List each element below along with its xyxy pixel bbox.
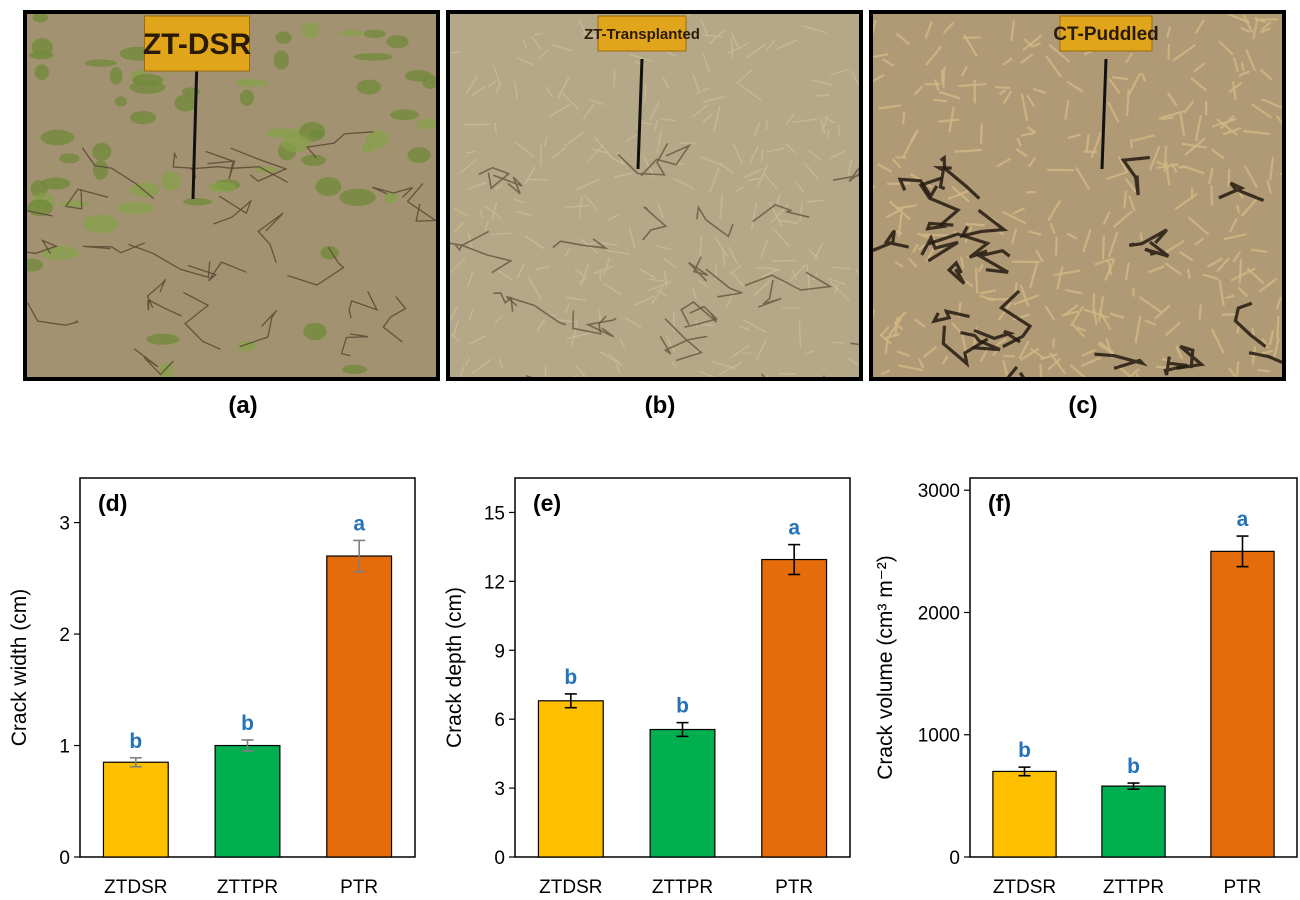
bar <box>326 555 393 858</box>
x-category-label: PTR <box>775 877 813 898</box>
x-category-label: ZTTPR <box>652 877 713 898</box>
error-bar <box>1236 535 1249 568</box>
plot-sign-text: ZT-DSR <box>143 28 252 61</box>
bar <box>214 744 281 858</box>
chart-crack-depth-svg: 0 3 6 9 12 15 Crack depth (cm) (e) b ZTDSR b ZTTPR a… <box>443 477 851 898</box>
significance-letter: a <box>788 517 800 540</box>
panel-tag: (f) <box>988 490 1011 516</box>
y-tick-label: 2 <box>59 625 70 646</box>
y-tick-label: 0 <box>59 848 70 869</box>
y-tick-label: 1000 <box>918 726 960 747</box>
x-category-label: ZTTPR <box>217 877 278 898</box>
y-tick-label: 9 <box>494 641 505 662</box>
significance-letter: b <box>676 695 689 718</box>
photo-zt-dsr: ZT-DSR <box>23 10 440 381</box>
panel-tag: (e) <box>533 490 561 516</box>
x-category-label: PTR <box>1224 877 1262 898</box>
panel-label-b: (b) <box>644 392 676 419</box>
significance-letter: a <box>1237 508 1249 531</box>
error-bar <box>353 539 366 573</box>
panel-label-a: (a) <box>228 392 258 419</box>
significance-letter: a <box>353 512 365 535</box>
surface-cover <box>450 14 859 377</box>
y-tick-label: 2000 <box>918 603 960 624</box>
y-tick-label: 3000 <box>918 481 960 502</box>
significance-letter: b <box>241 712 254 735</box>
photo-ct-puddled: CT-Puddled <box>869 10 1286 381</box>
x-category-label: PTR <box>340 877 378 898</box>
chart-crack-volume: 0 1000 2000 3000 Crack volume (cm³ m⁻²) (f) b Z… <box>858 450 1298 900</box>
panel-label-c: (c) <box>1068 392 1098 419</box>
y-axis-title: Crack depth (cm) <box>443 587 466 748</box>
chart-crack-width-svg: 0 1 2 3 Crack width (cm) (d) b ZTDSR b ZTTPR a PTR <box>8 477 416 898</box>
y-axis-title: Crack volume (cm³ m⁻²) <box>874 555 897 780</box>
error-bar <box>1018 766 1031 777</box>
x-category-label: ZTDSR <box>104 877 167 898</box>
y-tick-label: 0 <box>494 848 505 869</box>
soil-cracks <box>27 131 436 376</box>
y-tick-label: 3 <box>494 779 505 800</box>
plot-sign-text: CT-Puddled <box>1053 24 1159 45</box>
significance-letter: b <box>129 730 142 753</box>
photo-zt-dsr-image: ZT-DSR <box>27 14 436 377</box>
y-tick-label: 12 <box>484 572 505 593</box>
bar <box>649 728 716 858</box>
significance-letter: b <box>564 666 577 689</box>
soil-cracks <box>873 154 1282 377</box>
y-tick-label: 3 <box>59 514 70 535</box>
x-category-label: ZTDSR <box>539 877 602 898</box>
y-axis-title: Crack width (cm) <box>8 589 31 747</box>
sign-post <box>191 58 199 200</box>
error-bar <box>1127 782 1140 790</box>
x-category-label: ZTDSR <box>993 877 1056 898</box>
y-tick-label: 15 <box>484 503 505 524</box>
significance-letter: b <box>1018 739 1031 762</box>
x-category-label: ZTTPR <box>1103 877 1164 898</box>
plot-sign-text: ZT-Transplanted <box>584 26 700 43</box>
panel-tag: (d) <box>98 490 127 516</box>
bar <box>537 700 604 858</box>
photo-zt-transplanted-image: ZT-Transplanted <box>450 14 859 377</box>
photo-zt-transplanted: ZT-Transplanted <box>446 10 863 381</box>
bar <box>102 761 169 858</box>
significance-letter: b <box>1127 755 1140 778</box>
soil-ground <box>450 14 859 377</box>
error-bar <box>676 721 689 738</box>
sign-post <box>1100 58 1108 170</box>
y-tick-label: 0 <box>949 848 960 869</box>
plot-sign: CT-Puddled <box>1053 15 1159 52</box>
photo-ct-puddled-image: CT-Puddled <box>873 14 1282 377</box>
plot-sign: ZT-Transplanted <box>584 15 700 52</box>
bar <box>761 558 828 858</box>
chart-crack-width: 0 1 2 3 Crack width (cm) (d) b ZTDSR b ZTTPR a PTR <box>0 450 425 900</box>
error-bar <box>129 756 142 768</box>
chart-crack-depth: 0 3 6 9 12 15 Crack depth (cm) (e) b ZTDSR b ZTTPR a… <box>430 450 855 900</box>
error-bar <box>564 693 577 709</box>
plot-sign: ZT-DSR <box>143 15 252 72</box>
sign-post <box>636 58 644 170</box>
bar <box>1210 550 1275 858</box>
soil-cracks <box>450 143 859 377</box>
error-bar <box>788 543 801 576</box>
error-bar <box>241 739 254 752</box>
y-tick-label: 6 <box>494 710 505 731</box>
bar <box>992 770 1057 858</box>
bar <box>1101 785 1166 858</box>
y-tick-label: 1 <box>59 737 70 758</box>
chart-crack-volume-svg: 0 1000 2000 3000 Crack volume (cm³ m⁻²) (f) b Z… <box>874 477 1298 898</box>
